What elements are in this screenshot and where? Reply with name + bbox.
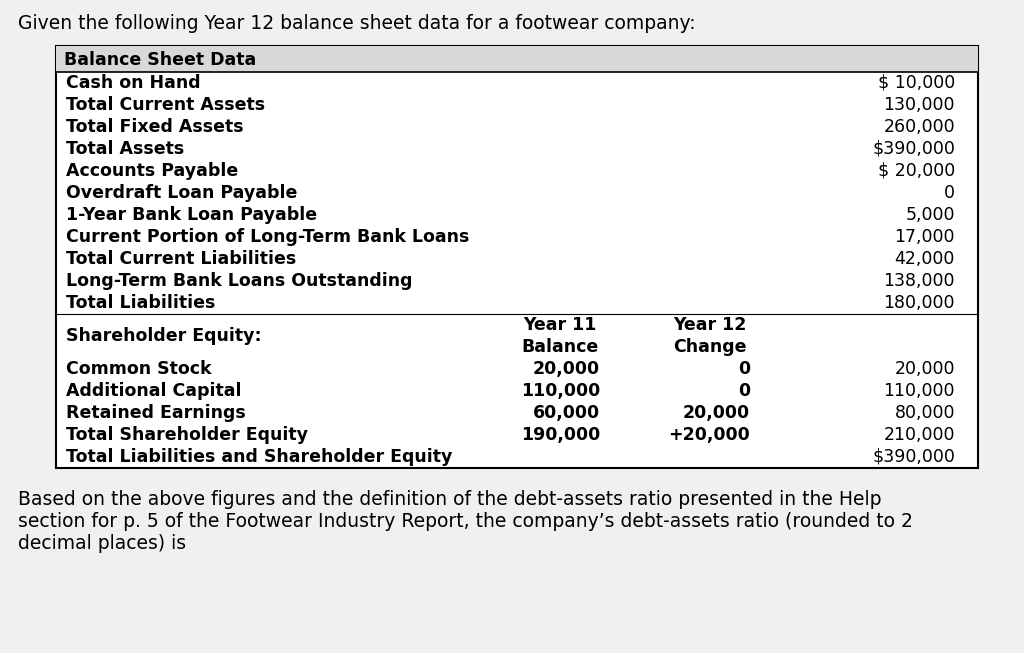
Text: 110,000: 110,000 xyxy=(884,382,955,400)
Text: 0: 0 xyxy=(738,360,750,378)
Text: 20,000: 20,000 xyxy=(683,404,750,422)
Text: Shareholder Equity:: Shareholder Equity: xyxy=(67,327,262,345)
Text: $390,000: $390,000 xyxy=(872,140,955,158)
Text: Balance: Balance xyxy=(521,338,599,356)
Text: 110,000: 110,000 xyxy=(521,382,600,400)
Text: 60,000: 60,000 xyxy=(532,404,600,422)
Text: Long-Term Bank Loans Outstanding: Long-Term Bank Loans Outstanding xyxy=(67,272,413,290)
Text: 190,000: 190,000 xyxy=(521,426,600,444)
Text: 80,000: 80,000 xyxy=(895,404,955,422)
Text: Total Fixed Assets: Total Fixed Assets xyxy=(67,118,244,136)
Text: 210,000: 210,000 xyxy=(884,426,955,444)
Text: Common Stock: Common Stock xyxy=(67,360,212,378)
Text: 180,000: 180,000 xyxy=(884,294,955,312)
Text: Total Current Liabilities: Total Current Liabilities xyxy=(67,250,297,268)
Text: 42,000: 42,000 xyxy=(895,250,955,268)
Bar xyxy=(56,46,978,72)
Text: Accounts Payable: Accounts Payable xyxy=(67,162,239,180)
Text: 20,000: 20,000 xyxy=(532,360,600,378)
Text: 260,000: 260,000 xyxy=(884,118,955,136)
Text: 17,000: 17,000 xyxy=(895,228,955,246)
Text: 0: 0 xyxy=(944,184,955,202)
Text: Given the following Year 12 balance sheet data for a footwear company:: Given the following Year 12 balance shee… xyxy=(18,14,695,33)
Text: $390,000: $390,000 xyxy=(872,448,955,466)
Text: $ 20,000: $ 20,000 xyxy=(878,162,955,180)
Text: Cash on Hand: Cash on Hand xyxy=(67,74,201,92)
Text: 138,000: 138,000 xyxy=(884,272,955,290)
Text: 5,000: 5,000 xyxy=(905,206,955,224)
Text: 20,000: 20,000 xyxy=(895,360,955,378)
Text: Overdraft Loan Payable: Overdraft Loan Payable xyxy=(67,184,298,202)
Text: Additional Capital: Additional Capital xyxy=(67,382,242,400)
Text: Total Shareholder Equity: Total Shareholder Equity xyxy=(67,426,308,444)
Text: Total Assets: Total Assets xyxy=(67,140,184,158)
Text: 1-Year Bank Loan Payable: 1-Year Bank Loan Payable xyxy=(67,206,317,224)
Text: Change: Change xyxy=(673,338,746,356)
Text: 130,000: 130,000 xyxy=(884,96,955,114)
Text: Year 12: Year 12 xyxy=(674,316,746,334)
Text: Total Liabilities and Shareholder Equity: Total Liabilities and Shareholder Equity xyxy=(67,448,453,466)
Text: +20,000: +20,000 xyxy=(669,426,750,444)
Text: Based on the above figures and the definition of the debt-assets ratio presented: Based on the above figures and the defin… xyxy=(18,490,882,509)
Text: Retained Earnings: Retained Earnings xyxy=(67,404,246,422)
Text: Year 11: Year 11 xyxy=(523,316,597,334)
Text: $ 10,000: $ 10,000 xyxy=(878,74,955,92)
Text: section for p. 5 of the Footwear Industry Report, the company’s debt-assets rati: section for p. 5 of the Footwear Industr… xyxy=(18,512,912,531)
Text: Total Current Assets: Total Current Assets xyxy=(67,96,265,114)
Text: decimal places) is: decimal places) is xyxy=(18,534,186,553)
Text: 0: 0 xyxy=(738,382,750,400)
Text: Balance Sheet Data: Balance Sheet Data xyxy=(65,51,257,69)
Bar xyxy=(56,46,978,468)
Text: Total Liabilities: Total Liabilities xyxy=(67,294,216,312)
Text: Current Portion of Long-Term Bank Loans: Current Portion of Long-Term Bank Loans xyxy=(67,228,470,246)
